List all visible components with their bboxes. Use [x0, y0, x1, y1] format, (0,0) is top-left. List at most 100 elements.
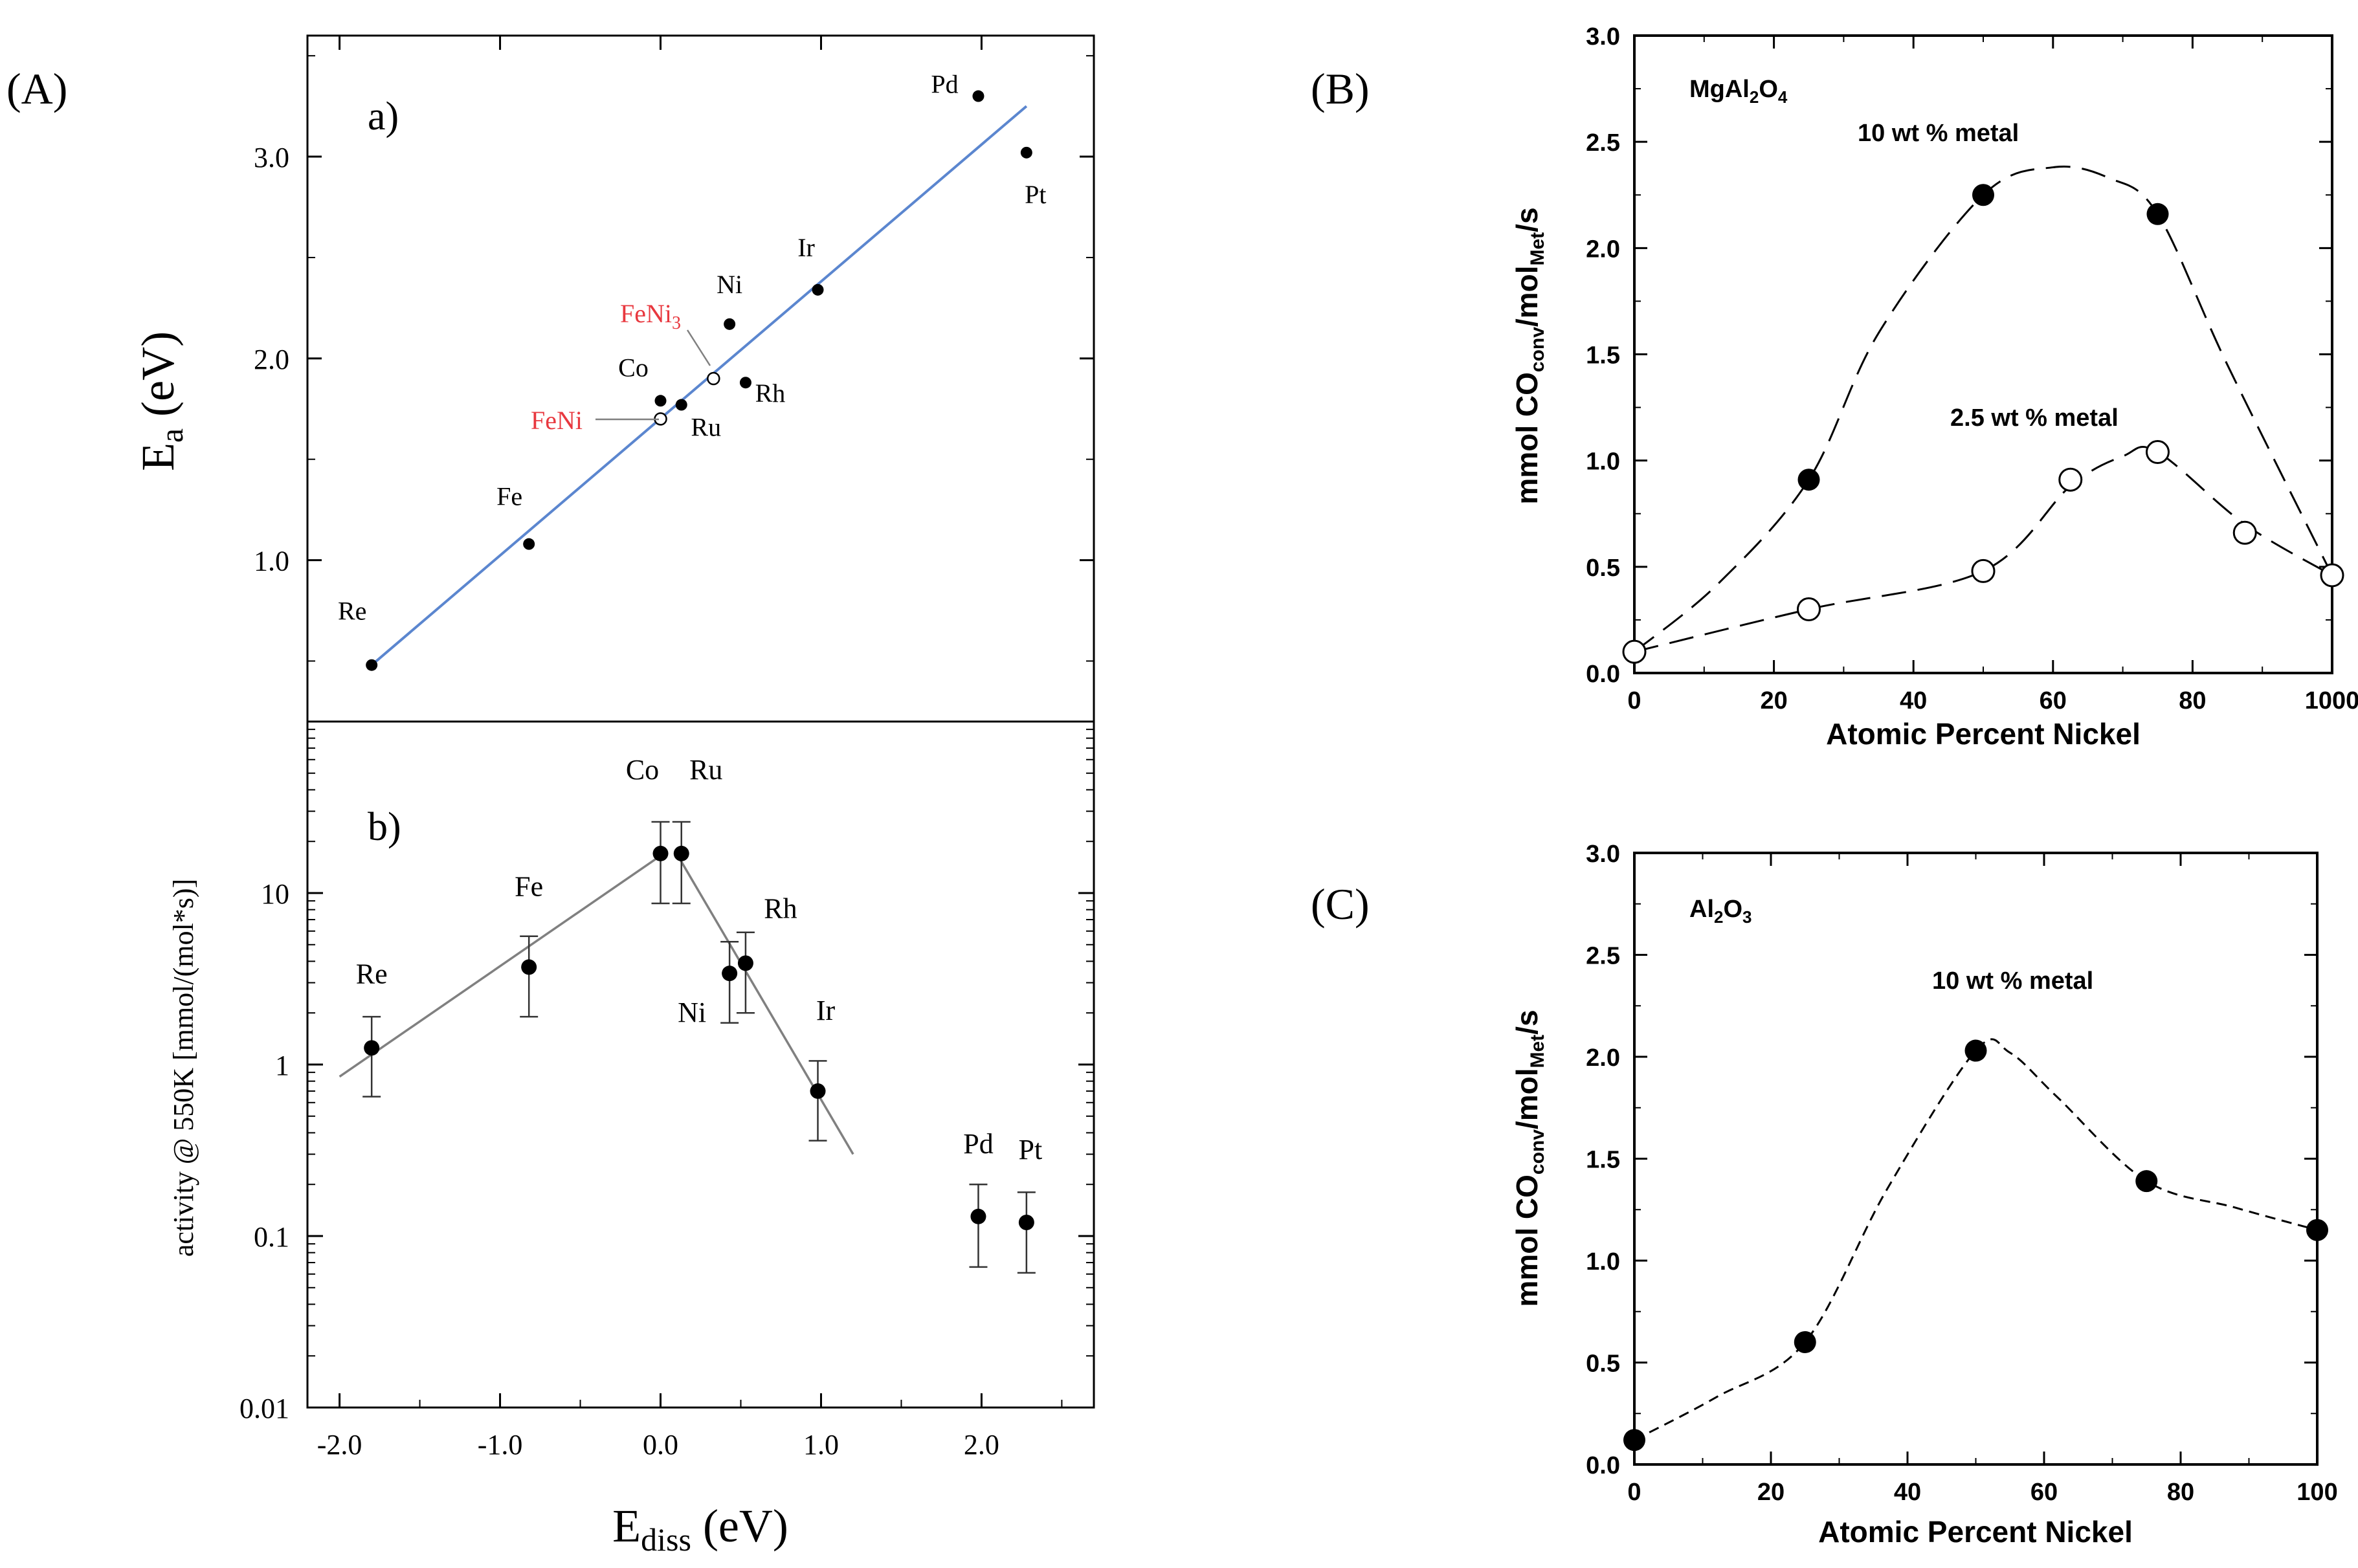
chart-mgal2o4-xlabel: Atomic Percent Nickel — [1826, 717, 2141, 751]
chart-mgal2o4-series2-label: 2.5 wt % metal — [1950, 404, 2119, 432]
chart-mgal2o4-point-series2 — [2058, 467, 2083, 492]
chart-al2o3-ytick-label: 2.0 — [1586, 1044, 1620, 1072]
chart-mgal2o4-xtick-label: 1000 — [2305, 687, 2358, 714]
chart-b-point-pt — [1018, 1215, 1034, 1231]
panel-label-b: (B) — [1311, 64, 1370, 113]
chart-mgal2o4-ytick-label: 0.5 — [1586, 555, 1620, 582]
chart-b-ytick-label: 0.1 — [254, 1221, 289, 1253]
chart-a-alloy-annotations: FeNi FeNi3 — [531, 299, 711, 435]
chart-b-point-ru — [673, 845, 689, 861]
feni-label: FeNi — [531, 406, 583, 435]
chart-b-xtick-label: 0.0 — [643, 1429, 678, 1461]
chart-a-point-ru — [675, 399, 687, 411]
chart-a-point-rh — [739, 377, 751, 389]
chart-al2o3-frame — [1633, 852, 2319, 1466]
chart-al2o3-point-series1 — [1794, 1331, 1816, 1353]
chart-b-point-label: Co — [626, 754, 659, 786]
chart-b-point-ni — [722, 966, 738, 982]
feni3-label-base: FeNi — [620, 299, 672, 328]
chart-mgal2o4-point-series2 — [2232, 520, 2257, 545]
chart-mgal2o4-point-series2 — [2146, 440, 2170, 465]
chart-al2o3-ytick-label: 1.0 — [1586, 1248, 1620, 1275]
chart-b-point-labels: Re Fe Co Ru Ni Rh Ir Pd Pt — [356, 754, 1042, 1165]
chart-mgal2o4-ytick-label: 2.5 — [1586, 129, 1620, 157]
chart-al2o3-points — [1623, 1039, 2328, 1452]
chart-a-fit-line — [370, 105, 1028, 667]
chart-a-ylabel: Ea (eV) — [132, 331, 190, 471]
chart-mgal2o4-point-series2 — [1971, 558, 1996, 583]
chart-b-point-rh — [737, 955, 753, 971]
chart-al2o3-xtick-label: 60 — [2030, 1479, 2058, 1506]
chart-b-xtick-label: -1.0 — [478, 1429, 523, 1461]
chart-al2o3-xtick-label: 100 — [2297, 1479, 2337, 1506]
chart-al2o3-ytick-label: 3.0 — [1586, 841, 1620, 868]
chart-a-point-ni — [724, 318, 736, 330]
chart-a-point-label: Pt — [1025, 180, 1046, 209]
chart-mgal2o4-point-series2 — [1622, 639, 1647, 664]
chart-al2o3-ticks: 0 20 40 60 80 100 0.0 0.5 1.0 1.5 2.0 2.5 3.0 — [1586, 841, 2338, 1506]
chart-b-point-label: Fe — [515, 870, 543, 902]
chart-mgal2o4-ylabel: mmol COconv/molMet/s — [1510, 207, 1548, 504]
chart-a-ylabel-main: E — [132, 443, 184, 471]
chart-a-point-pt — [1020, 146, 1032, 159]
chart-al2o3-ytick-label: 0.5 — [1586, 1351, 1620, 1378]
chart-a-yticks: 1.0 2.0 3.0 — [254, 36, 1094, 662]
chart-mgal2o4-xtick-label: 80 — [2179, 687, 2206, 714]
chart-a-point-label: Fe — [496, 482, 522, 511]
chart-al2o3-point-series1 — [1964, 1039, 1987, 1062]
chart-mgal2o4-ytick-label: 3.0 — [1586, 23, 1620, 50]
chart-b-xtick-label: 2.0 — [964, 1429, 999, 1461]
chart-b-xlabel: Ediss (eV) — [612, 1500, 788, 1558]
chart-al2o3-xtick-label: 40 — [1894, 1479, 1921, 1506]
chart-a-ytick-label: 1.0 — [254, 546, 289, 577]
chart-b-xlabel-main: E — [612, 1500, 641, 1552]
chart-mgal2o4-point-series1 — [1797, 469, 1820, 491]
chart-b-ylabel: activity @ 550K [mmol/(mol*s)] — [168, 879, 199, 1257]
feni3-label: FeNi3 — [620, 299, 681, 333]
chart-al2o3-ylabel: mmol COconv/molMet/s — [1510, 1010, 1548, 1307]
chart-mgal2o4-xtick-label: 40 — [1900, 687, 1927, 714]
chart-a-point-fe — [523, 538, 535, 550]
chart-mgal2o4-xtick-label: 20 — [1760, 687, 1787, 714]
chart-mgal2o4-curve-2 — [1634, 446, 2333, 653]
chart-mgal2o4-xtick-label: 60 — [2040, 687, 2067, 714]
chart-a-point-feni3 — [707, 371, 720, 386]
chart-al2o3-xlabel: Atomic Percent Nickel — [1818, 1515, 2133, 1549]
chart-b-sublabel: b) — [368, 805, 401, 849]
chart-a-point-pd — [972, 90, 984, 102]
chart-b-point-label: Re — [356, 958, 388, 989]
chart-mgal2o4-point-series1 — [1972, 184, 1994, 206]
chart-al2o3-title: Al2O3 — [1689, 896, 1752, 927]
chart-b-point-fe — [521, 959, 537, 975]
chart-b-point-re — [364, 1040, 380, 1056]
chart-a-point-label: Ni — [717, 270, 742, 299]
chart-al2o3-curve-1 — [1634, 1038, 2318, 1441]
chart-mgal2o4-ticks: 0 20 40 60 80 1000 0.0 0.5 1.0 1.5 2.0 2.5 3.0 — [1586, 23, 2358, 714]
chart-a-point-label: Pd — [931, 70, 958, 99]
chart-mgal2o4-title: MgAl2O4 — [1689, 76, 1788, 107]
chart-al2o3-ytick-label: 1.5 — [1586, 1147, 1620, 1174]
chart-mgal2o4-point-series2 — [1797, 597, 1821, 621]
chart-al2o3-xtick-label: 0 — [1627, 1479, 1641, 1506]
chart-b-error-bars — [362, 821, 1036, 1274]
chart-b-fit-line-right — [675, 853, 854, 1155]
chart-b-point-ir — [810, 1083, 826, 1099]
chart-b-point-label: Pd — [963, 1128, 993, 1160]
panel-label-c: (C) — [1311, 879, 1370, 929]
chart-al2o3-curves — [1634, 1038, 2318, 1441]
chart-mgal2o4-ytick-label: 1.5 — [1586, 342, 1620, 370]
chart-a-point-label: Rh — [755, 379, 786, 408]
chart-al2o3-xtick-label: 20 — [1757, 1479, 1785, 1506]
chart-b-ytick-label: 0.01 — [239, 1393, 289, 1424]
chart-mgal2o4-point-series1 — [2146, 203, 2169, 225]
chart-b-xlabel-unit: (eV) — [691, 1500, 788, 1552]
chart-b-points — [364, 845, 1034, 1231]
chart-mgal2o4-point-series2 — [2320, 563, 2344, 588]
chart-mgal2o4-ytick-label: 1.0 — [1586, 448, 1620, 476]
chart-al2o3-series-label: 10 wt % metal — [1932, 967, 2093, 995]
chart-b-point-pd — [970, 1208, 986, 1224]
chart-b-point-label: Rh — [764, 892, 797, 924]
chart-mgal2o4-series1-label: 10 wt % metal — [1858, 120, 2019, 147]
chart-b-fit-line-left — [339, 852, 665, 1078]
